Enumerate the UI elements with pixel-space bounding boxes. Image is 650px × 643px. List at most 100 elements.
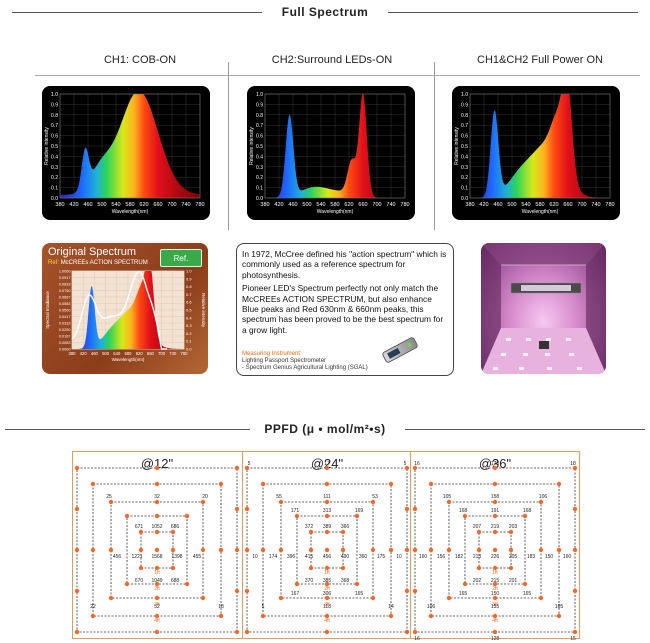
ppfd-value: 396 — [287, 554, 296, 560]
measurement-point — [154, 581, 160, 587]
measurement-point — [324, 581, 330, 587]
measurement-point — [404, 465, 410, 471]
measurement-point — [138, 565, 144, 571]
measurement-point — [154, 547, 160, 553]
ring-label: 2ft — [154, 586, 160, 592]
measurement-point — [404, 506, 410, 512]
ppfd-value: 156 — [437, 554, 446, 560]
ring-label: 2ft — [492, 586, 498, 592]
measurement-point — [244, 506, 250, 512]
measurement-point — [74, 629, 80, 635]
x-tick-label: 740 — [181, 202, 190, 208]
y-tick-label: 1.0 — [461, 92, 468, 98]
ppfd-value: 671 — [135, 524, 144, 530]
y-tick-label: 0.4 — [256, 154, 263, 160]
ppfd-value: 389 — [323, 524, 332, 530]
ref-button[interactable]: Ref. — [160, 249, 202, 267]
measurement-point — [234, 465, 240, 471]
measurement-point — [354, 581, 360, 587]
spectrum-chart-ch2: 0.0 0.1 0.2 0.3 0.4 0.5 0.6 0.7 0.8 0.9 1.0 380 420 4… — [247, 86, 415, 220]
ring-label: 3ft — [154, 602, 160, 608]
measurement-point — [538, 499, 544, 505]
measurement-point — [412, 629, 418, 635]
measurement-point — [278, 595, 284, 601]
y-tick-label: 1.0 — [256, 92, 263, 98]
ring-label: 4ft — [492, 618, 498, 624]
measurement-point — [308, 529, 314, 535]
measurement-point — [324, 499, 330, 505]
ppfd-grid-36 — [410, 451, 580, 639]
y-tick-label: 0.1 — [461, 186, 468, 192]
measurement-point — [428, 613, 434, 619]
y-tick-label: 0.9 — [256, 102, 263, 108]
measurement-point — [404, 588, 410, 594]
measurement-point — [462, 513, 468, 519]
x-tick-label: 580 — [330, 202, 339, 208]
y-left-tick-label: 0.0833 — [59, 283, 71, 287]
orig-y-left-label: Spectral Irradiance — [45, 291, 50, 329]
ppfd-value: 165 — [355, 591, 364, 597]
y-right-tick-label: 0.7 — [186, 292, 192, 297]
x-tick-label: 380 — [260, 202, 269, 208]
x-tick-label: 700 — [577, 202, 586, 208]
column-heading-ch1: CH1: COB-ON — [103, 54, 177, 66]
measurement-point — [340, 529, 346, 535]
x-tick-label: 700 — [158, 351, 166, 356]
measurement-point — [556, 613, 562, 619]
original-spectrum-ref: Ref: McCREEs ACTION SPECTRUM — [48, 260, 148, 266]
measurement-point — [244, 629, 250, 635]
ppfd-value: 18 — [218, 604, 224, 610]
ppfd-value: 213 — [473, 554, 482, 560]
measurement-point — [218, 481, 224, 487]
ppfd-value: 10 — [396, 554, 402, 560]
y-left-tick-label: 0.0667 — [59, 296, 71, 300]
ppfd-value: 490 — [341, 554, 350, 560]
measurement-point — [370, 499, 376, 505]
measurement-point — [492, 481, 498, 487]
y-tick-label: 0.2 — [256, 175, 263, 181]
measurement-point — [154, 613, 160, 619]
measurement-point — [492, 465, 498, 471]
y-left-tick-label: 0.0000 — [59, 348, 71, 352]
x-tick-label: 780 — [181, 351, 189, 356]
measurement-point — [324, 513, 330, 519]
measurement-point — [154, 565, 160, 571]
y-tick-label: 0.6 — [256, 134, 263, 140]
x-tick-label: 460 — [493, 202, 502, 208]
measurement-point — [412, 588, 418, 594]
title-rule-right — [388, 12, 638, 13]
measurement-point — [446, 595, 452, 601]
ppfd-value: 205 — [509, 554, 518, 560]
measurement-point — [412, 547, 418, 553]
original-spectrum-chart: 380 0.0 420 0.1 460 0.2 500 0.3 540 0.4 580 0.5 620 0… — [45, 269, 206, 363]
ppfd-value: 5 — [262, 604, 265, 610]
measurement-point — [572, 506, 578, 512]
ring-label: 1ft — [492, 570, 498, 576]
y-tick-label: 0.7 — [51, 123, 58, 129]
ppfd-value: 16 — [414, 636, 420, 642]
measurement-point — [556, 547, 562, 553]
measurement-point — [446, 499, 452, 505]
ring-label: 3ft — [492, 602, 498, 608]
x-tick-label: 780 — [605, 202, 614, 208]
y-right-tick-label: 0.9 — [186, 276, 192, 281]
y-left-tick-label: 0.0250 — [59, 328, 71, 332]
y-tick-label: 0.8 — [51, 113, 58, 119]
measurement-point — [154, 513, 160, 519]
measurement-point — [278, 547, 284, 553]
x-tick-label: 540 — [113, 351, 121, 356]
ppfd-value: 1049 — [151, 578, 162, 584]
y-tick-label: 0.2 — [51, 175, 58, 181]
y-tick-label: 0.0 — [461, 196, 468, 202]
measurement-point — [404, 629, 410, 635]
description-para-1: In 1972, McCree defined his "action spec… — [242, 249, 447, 280]
ppfd-value: 128 — [491, 461, 500, 467]
ppfd-value: 670 — [135, 578, 144, 584]
x-tick-label: 500 — [102, 351, 110, 356]
ppfd-grid-label-24: @24" — [310, 456, 344, 471]
ppfd-value: 16 — [414, 461, 420, 467]
ppfd-value: 360 — [359, 554, 368, 560]
measurement-point — [74, 547, 80, 553]
y-tick-label: 0.8 — [461, 113, 468, 119]
